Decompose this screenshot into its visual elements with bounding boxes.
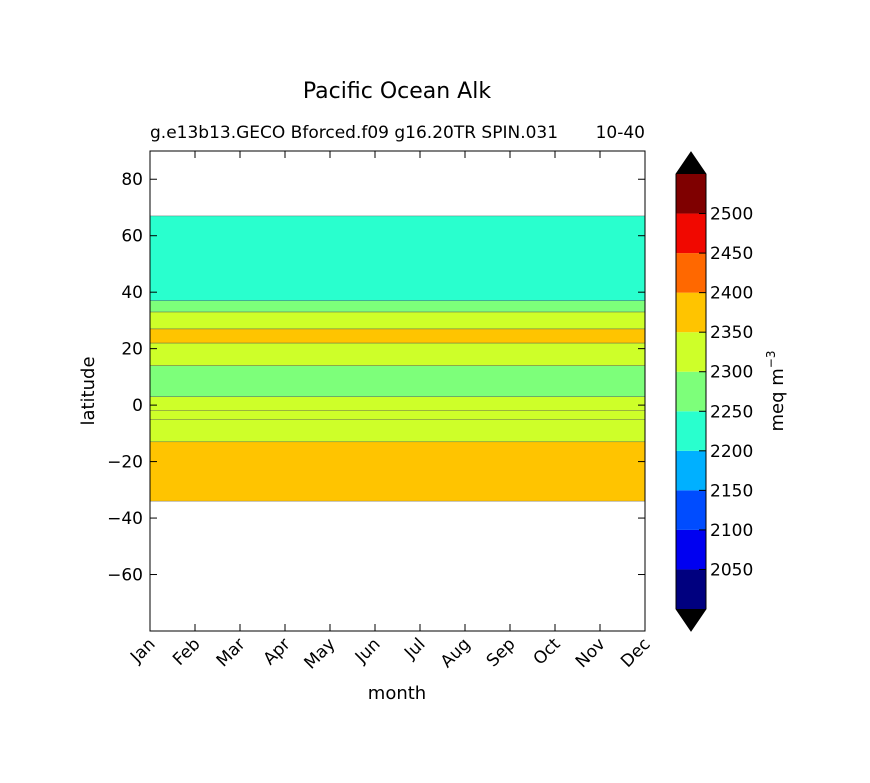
colorbar-tick-label: 2250: [710, 402, 753, 422]
plot-area: 80 60 40 20 0 −20 −40 −60 Jan Feb Mar Apr May Jun Jul…: [107, 150, 655, 673]
colorbar-segment: [676, 332, 706, 372]
colorbar-segment: [676, 292, 706, 333]
contour-band: [150, 311, 645, 330]
y-axis-ticks: 80 60 40 20 0 −20 −40 −60: [107, 170, 645, 586]
contour-band: [150, 300, 645, 313]
colorbar-segment: [676, 371, 706, 412]
y-tick-label: 60: [121, 227, 143, 247]
colorbar-tick-label: 2400: [710, 284, 753, 304]
colorbar-tick-label: 2150: [710, 481, 753, 501]
plot-frame: [149, 150, 646, 632]
y-tick-label: 80: [121, 170, 143, 190]
x-tick-label: Jan: [126, 634, 159, 667]
colorbar-segment: [676, 174, 706, 214]
chart-subtitle-left: g.e13b13.GECO Bforced.f09 g16.20TR SPIN.…: [150, 123, 558, 143]
colorbar-tick-label: 2300: [710, 363, 753, 383]
y-tick-label: −60: [107, 566, 143, 586]
contour-band: [150, 396, 645, 411]
x-tick-label: Oct: [530, 634, 565, 669]
x-tick-label: Nov: [572, 634, 610, 672]
x-tick-label: Dec: [617, 634, 654, 671]
colorbar-segment: [676, 490, 706, 530]
contour-band: [150, 215, 645, 301]
y-tick-label: 40: [121, 283, 143, 303]
colorbar-tick-label: 2350: [710, 323, 753, 343]
x-tick-label: Jun: [351, 634, 385, 668]
colorbar-segment: [676, 529, 706, 570]
colorbar-outline: [675, 151, 707, 632]
y-tick-label: −20: [107, 453, 143, 473]
colorbar-segment: [676, 411, 706, 451]
colorbar-tick-label: 2100: [710, 521, 753, 541]
colorbar-tick-label: 2450: [710, 244, 753, 264]
colorbar-segment: [676, 450, 706, 491]
colorbar-tick-label: 2050: [710, 560, 753, 580]
contour-band: [150, 342, 645, 366]
chart-subtitle-right: 10-40: [596, 123, 645, 143]
y-tick-label: −40: [107, 509, 143, 529]
colorbar-segment: [676, 213, 706, 254]
contour-band: [150, 410, 645, 420]
y-tick-label: 20: [121, 340, 143, 360]
x-tick-label: May: [301, 634, 340, 673]
x-tick-label: Mar: [213, 634, 250, 671]
chart-title: Pacific Ocean Alk: [303, 79, 491, 104]
colorbar-tick-label: 2200: [710, 442, 753, 462]
contour-band: [150, 365, 645, 397]
colorbar-extend-bottom: [676, 609, 706, 631]
colorbar-label: meq m−3: [764, 351, 788, 432]
contour-band: [150, 328, 645, 344]
y-axis-label: latitude: [78, 356, 99, 425]
colorbar-extend-top: [676, 152, 706, 174]
contour-band: [150, 419, 645, 443]
x-tick-label: Feb: [169, 634, 204, 669]
x-tick-label: Jul: [400, 634, 429, 663]
contour-fields: [150, 215, 645, 502]
contour-band: [150, 441, 645, 502]
colorbar-segment: [676, 253, 706, 293]
x-tick-label: Aug: [437, 634, 475, 672]
x-tick-label: Sep: [483, 634, 520, 671]
colorbar-segment: [676, 569, 706, 609]
y-tick-label: 0: [132, 396, 143, 416]
colorbar: 2050 2100 2150 2200 2250 2300 2350 2400 2450 2500: [675, 151, 753, 632]
colorbar-tick-label: 2500: [710, 205, 753, 225]
x-axis-label: month: [368, 683, 426, 704]
x-tick-label: Apr: [260, 634, 295, 669]
